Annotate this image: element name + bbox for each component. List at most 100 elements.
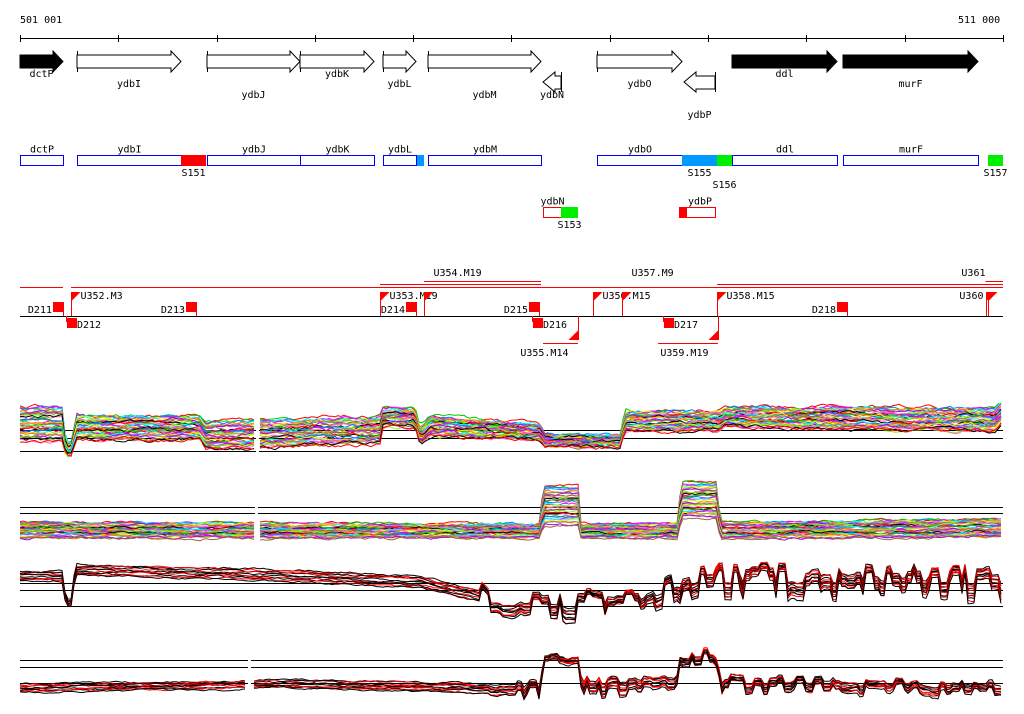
terminator-label: D215 — [504, 305, 528, 316]
expression-series — [259, 422, 1002, 450]
gene-arrows-track: dctP ydbI ydbJ ydbK ydbL ydbM ydbN ydbO ydbP ddl m… — [19, 49, 979, 121]
coordinate-axis — [20, 35, 1004, 42]
gene-label: ydbK — [325, 69, 349, 80]
terminator-marker — [664, 318, 674, 328]
transcript-track: D211 D212 D213 D214 D215 D216 D217 D218 U352.M3 U… — [20, 268, 1003, 359]
promoter-label: U359.M19 — [660, 348, 708, 359]
terminator-label: D218 — [812, 305, 836, 316]
gene-label: ydbI — [117, 79, 141, 90]
expression-series — [259, 494, 1002, 532]
expression-series — [259, 419, 1002, 447]
promoter-label: U360 — [959, 291, 983, 302]
terminator-label: D214 — [381, 305, 405, 316]
expression-series — [259, 517, 1002, 541]
expression-series — [259, 417, 1002, 443]
gene-boxes-track: dctP ydbI ydbJ ydbK ydbL ydbM ydbN ydbO ydbP ddl m… — [20, 145, 1008, 231]
promoter-label: U357.M9 — [632, 268, 674, 279]
segment-label: S156 — [712, 180, 736, 191]
expression-series — [19, 522, 255, 529]
expression-series — [20, 535, 255, 542]
gene-arrow-ydbL — [382, 49, 417, 74]
gene-box-ddl — [732, 155, 838, 166]
expression-series — [259, 480, 1002, 526]
gene-label: ydbM — [472, 90, 496, 101]
gene-box-ydbL — [383, 155, 417, 166]
gene-box-label: ydbL — [388, 145, 412, 156]
expression-series — [253, 648, 1002, 689]
gene-box-label: ydbN — [540, 197, 564, 208]
expression-series — [19, 436, 255, 454]
expression-series — [19, 431, 254, 455]
gene-label: dctP — [29, 69, 53, 80]
terminator-marker — [186, 302, 196, 312]
terminator-label: D213 — [161, 305, 185, 316]
promoter-label: U353.M19 — [390, 291, 438, 302]
gene-box-ydbK — [300, 155, 375, 166]
segment-marker — [717, 155, 732, 166]
promoter-flag — [568, 330, 579, 340]
expression-series — [19, 563, 1002, 616]
expression-series — [259, 479, 1002, 528]
gene-arrow-ydbJ — [206, 49, 301, 74]
expression-series — [19, 687, 246, 694]
terminator-marker — [533, 318, 543, 328]
promoter-flag — [424, 292, 434, 301]
terminator-label: D216 — [543, 320, 567, 331]
promoter-flag — [380, 292, 390, 301]
gene-box-label: ydbO — [628, 145, 652, 156]
expression-track-3 — [19, 561, 1003, 625]
expression-series — [259, 422, 1002, 450]
expression-series — [20, 686, 246, 693]
terminator-marker — [529, 302, 539, 312]
terminator-label: D211 — [28, 305, 52, 316]
gene-box-ydbP — [684, 207, 716, 218]
expression-series — [19, 422, 255, 453]
segment-marker — [682, 155, 717, 166]
promoter-flag — [593, 292, 603, 301]
gene-label: ydbN — [540, 90, 564, 101]
terminator-marker — [67, 318, 77, 328]
expression-series — [259, 418, 1002, 446]
expression-track-4 — [19, 647, 1003, 701]
expression-series — [19, 680, 246, 687]
expression-track-2 — [19, 479, 1003, 542]
gene-box-ydbN — [543, 207, 562, 218]
axis-end-label: 511 000 — [958, 15, 1000, 26]
expression-series — [19, 435, 255, 457]
promoter-flag — [71, 292, 81, 301]
gene-box-murF — [843, 155, 979, 166]
expression-series — [19, 432, 255, 458]
promoter-label: U352.M3 — [81, 291, 123, 302]
expression-series — [259, 505, 1002, 537]
expression-series — [253, 652, 1002, 698]
expression-series — [19, 569, 1002, 625]
gene-label: murF — [898, 79, 922, 90]
segment-marker — [561, 207, 578, 218]
gene-arrow-ydbP — [683, 70, 716, 94]
gene-box-ydbJ — [207, 155, 301, 166]
promoter-label: U361 — [961, 268, 985, 279]
segment-label: S155 — [687, 168, 711, 179]
segment-label: S153 — [557, 220, 581, 231]
gene-arrow-murF — [842, 49, 979, 74]
expression-series — [253, 647, 1002, 692]
terminator-marker — [837, 302, 847, 312]
promoter-label: U358.M15 — [727, 291, 775, 302]
gene-label: ydbP — [687, 110, 711, 121]
promoter-flag — [622, 292, 632, 301]
gene-arrow-ydbM — [427, 49, 542, 74]
axis-start-label: 501 001 — [20, 15, 62, 26]
gene-arrow-ydbN — [542, 70, 562, 94]
promoter-flag — [717, 292, 727, 301]
terminator-label: D217 — [674, 320, 698, 331]
terminator-label: D212 — [77, 320, 101, 331]
gene-arrow-ydbI — [76, 49, 182, 74]
gene-arrow-dctP — [19, 49, 64, 74]
segment-marker — [679, 207, 687, 218]
expression-series — [19, 409, 255, 447]
gene-box-label: ydbK — [325, 145, 349, 156]
segment-label: S157 — [983, 168, 1007, 179]
gene-label: ydbJ — [241, 90, 265, 101]
terminator-marker — [406, 302, 416, 312]
